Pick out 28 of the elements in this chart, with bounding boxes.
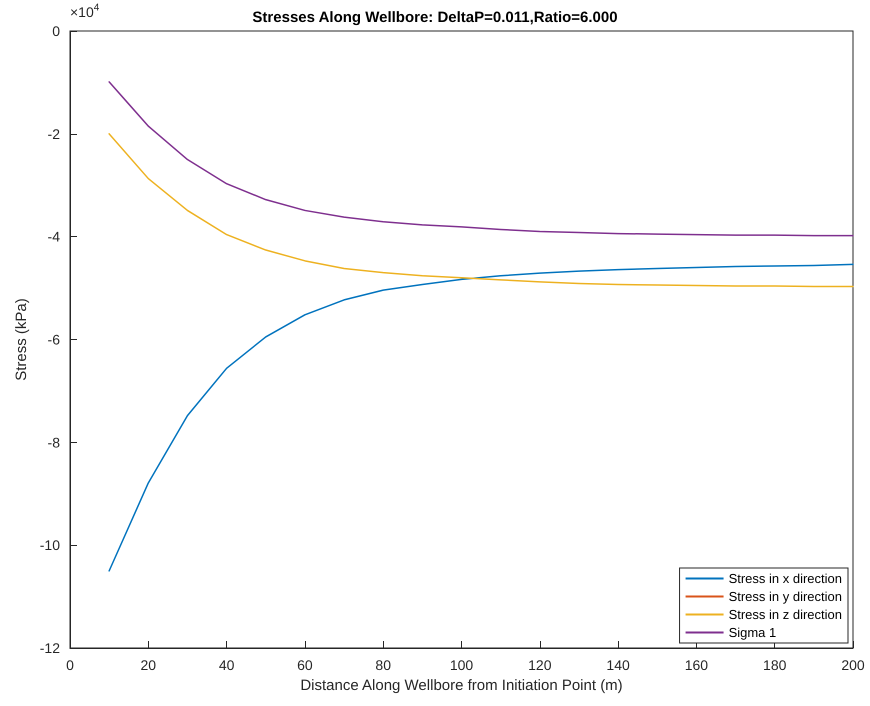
legend-label: Sigma 1 xyxy=(728,625,776,640)
line-series xyxy=(108,264,854,572)
x-tick-label: 100 xyxy=(450,657,474,673)
x-tick-label: 120 xyxy=(528,657,552,673)
y-tick-label: 0 xyxy=(52,23,60,39)
x-axis-title: Distance Along Wellbore from Initiation Point (m) xyxy=(300,677,623,694)
y-tick-label: -8 xyxy=(48,434,60,450)
y-tick-label: -2 xyxy=(48,126,60,142)
legend-label: Stress in y direction xyxy=(728,589,842,604)
y-tick-label: -12 xyxy=(40,640,60,656)
y-tick-label: -6 xyxy=(48,332,60,348)
x-tick-label: 20 xyxy=(140,657,156,673)
x-tick-label: 40 xyxy=(218,657,235,673)
y-axis-title: Stress (kPa) xyxy=(12,298,30,381)
x-tick-label: 180 xyxy=(763,657,787,673)
x-tick-label: 60 xyxy=(297,657,313,673)
x-tick-label: 200 xyxy=(841,657,865,673)
x-tick-label: 160 xyxy=(684,657,708,673)
line-series xyxy=(108,81,854,236)
line-series xyxy=(108,133,854,288)
x-tick-label: 80 xyxy=(375,657,392,673)
legend-label: Stress in x direction xyxy=(728,571,842,586)
x-tick-label: 0 xyxy=(66,657,74,673)
legend-label: Stress in z direction xyxy=(728,607,842,622)
chart-title: Stresses Along Wellbore: DeltaP=0.011,Ratio=6.000 xyxy=(252,9,618,26)
y-tick-label: -10 xyxy=(40,537,60,554)
x-tick-label: 140 xyxy=(606,657,630,673)
y-tick-label: -4 xyxy=(48,228,60,245)
